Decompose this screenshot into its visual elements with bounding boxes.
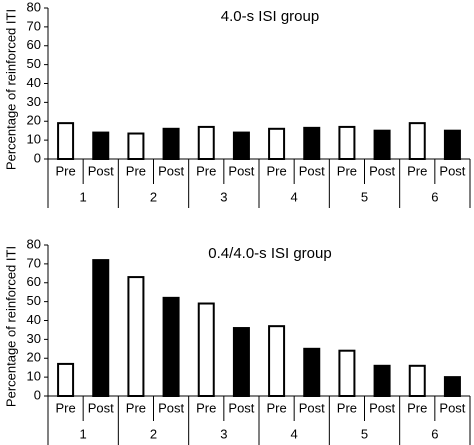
y-tick-label: 60 bbox=[27, 274, 41, 289]
bar bbox=[303, 347, 321, 397]
y-tick-label: 0 bbox=[34, 387, 41, 402]
sub-label: Post bbox=[88, 400, 114, 415]
bar bbox=[232, 131, 250, 160]
y-tick-label: 80 bbox=[27, 236, 41, 251]
sub-label: Pre bbox=[126, 400, 146, 415]
sub-label: Pre bbox=[266, 400, 286, 415]
bar bbox=[373, 364, 391, 397]
bar bbox=[127, 276, 145, 397]
y-tick-label: 40 bbox=[27, 312, 41, 327]
sub-label: Pre bbox=[55, 400, 75, 415]
y-axis-label: Percentage of reinforced ITI bbox=[3, 246, 18, 407]
bar bbox=[92, 259, 110, 397]
sub-label: Post bbox=[369, 163, 395, 178]
bar bbox=[338, 125, 356, 160]
bar bbox=[57, 122, 75, 160]
y-tick-label: 40 bbox=[27, 75, 41, 90]
bar bbox=[268, 127, 286, 161]
sub-label: Pre bbox=[407, 400, 427, 415]
sub-label: Post bbox=[299, 163, 325, 178]
group-label: 2 bbox=[150, 189, 157, 204]
group-label: 5 bbox=[361, 189, 368, 204]
sub-label: Post bbox=[439, 400, 465, 415]
y-tick-label: 30 bbox=[27, 331, 41, 346]
bar bbox=[57, 362, 75, 398]
group-label: 6 bbox=[431, 189, 438, 204]
y-tick-label: 70 bbox=[27, 18, 41, 33]
y-tick-label: 0 bbox=[34, 150, 41, 165]
group-label: 6 bbox=[431, 426, 438, 441]
y-tick-label: 60 bbox=[27, 37, 41, 52]
sub-label: Pre bbox=[126, 163, 146, 178]
sub-label: Post bbox=[158, 400, 184, 415]
sub-label: Post bbox=[228, 163, 254, 178]
y-tick-label: 20 bbox=[27, 350, 41, 365]
sub-label: Post bbox=[88, 163, 114, 178]
group-label: 4 bbox=[291, 189, 298, 204]
bar bbox=[232, 327, 250, 397]
bar bbox=[127, 132, 145, 161]
y-tick-label: 50 bbox=[27, 293, 41, 308]
chart-title: 4.0-s ISI group bbox=[221, 8, 319, 25]
y-tick-label: 30 bbox=[27, 94, 41, 109]
group-label: 3 bbox=[220, 189, 227, 204]
bar bbox=[408, 364, 426, 397]
sub-label: Post bbox=[439, 163, 465, 178]
sub-label: Pre bbox=[337, 400, 357, 415]
group-label: 2 bbox=[150, 426, 157, 441]
bar bbox=[303, 126, 321, 160]
group-label: 1 bbox=[80, 426, 87, 441]
y-axis-label: Percentage of reinforced ITI bbox=[3, 9, 18, 170]
group-label: 3 bbox=[220, 426, 227, 441]
bar bbox=[197, 302, 215, 398]
bar bbox=[268, 325, 286, 398]
sub-label: Pre bbox=[55, 163, 75, 178]
bar bbox=[443, 129, 461, 160]
bar bbox=[162, 296, 180, 398]
sub-label: Post bbox=[369, 400, 395, 415]
sub-label: Pre bbox=[266, 163, 286, 178]
y-tick-label: 10 bbox=[27, 369, 41, 384]
bar bbox=[162, 127, 180, 161]
bar bbox=[197, 125, 215, 160]
bar bbox=[443, 376, 461, 397]
sub-label: Post bbox=[299, 400, 325, 415]
sub-label: Pre bbox=[196, 400, 216, 415]
bar bbox=[408, 122, 426, 160]
bar bbox=[92, 131, 110, 160]
sub-label: Post bbox=[228, 400, 254, 415]
bar bbox=[338, 349, 356, 398]
sub-label: Post bbox=[158, 163, 184, 178]
y-tick-label: 50 bbox=[27, 56, 41, 71]
chart-title: 0.4/4.0-s ISI group bbox=[208, 245, 331, 262]
sub-label: Pre bbox=[196, 163, 216, 178]
y-tick-label: 10 bbox=[27, 132, 41, 147]
group-label: 1 bbox=[80, 189, 87, 204]
sub-label: Pre bbox=[407, 163, 427, 178]
group-label: 4 bbox=[291, 426, 298, 441]
y-tick-label: 70 bbox=[27, 255, 41, 270]
group-label: 5 bbox=[361, 426, 368, 441]
sub-label: Pre bbox=[337, 163, 357, 178]
y-tick-label: 80 bbox=[27, 0, 41, 14]
y-tick-label: 20 bbox=[27, 113, 41, 128]
bar bbox=[373, 129, 391, 160]
